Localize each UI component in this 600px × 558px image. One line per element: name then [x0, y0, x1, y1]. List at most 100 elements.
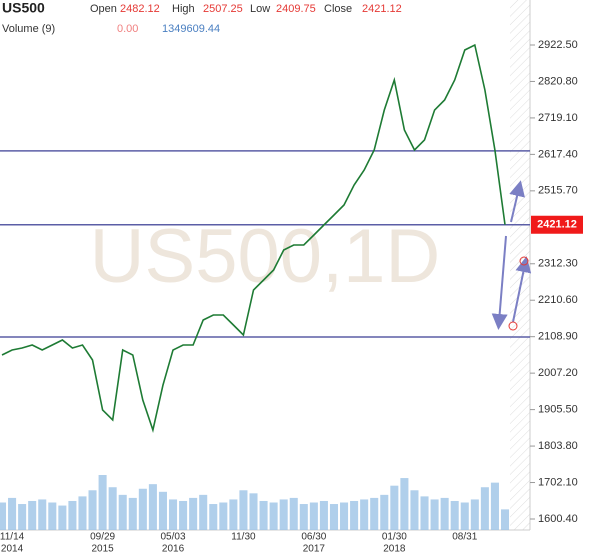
volume-bar: [48, 502, 57, 530]
volume-bar: [319, 500, 328, 530]
volume-bar: [500, 509, 510, 530]
volume-bar: [28, 500, 37, 530]
volume-bar: [350, 500, 359, 530]
volume-bar: [400, 478, 409, 530]
volume-bar: [279, 499, 288, 530]
last-price-label: 2421.12: [537, 219, 577, 231]
volume-bar: [98, 475, 107, 530]
volume-bar: [269, 502, 278, 530]
volume-bar: [148, 484, 157, 530]
x-tick-label: 06/30: [301, 532, 326, 543]
volume-bar: [219, 502, 228, 530]
label: Open: [90, 3, 117, 15]
x-tick-label: 01/30: [382, 532, 407, 543]
volume-bar: [450, 500, 459, 530]
x-tick-year: 2014: [1, 544, 24, 555]
volume-bar: [430, 499, 439, 530]
y-tick-label: 2210.60: [538, 294, 578, 306]
volume-bar: [8, 497, 17, 530]
volume-bar: [88, 490, 97, 530]
y-tick-label: 2617.40: [538, 148, 578, 160]
y-tick-label: 1905.50: [538, 404, 578, 416]
marker-circle: [508, 321, 518, 331]
x-tick-label: 09/29: [90, 532, 115, 543]
volume-bar: [390, 485, 399, 530]
volume-bar: [470, 499, 479, 530]
volume-bar: [189, 497, 198, 530]
value: 2421.12: [362, 3, 402, 15]
label: Low: [250, 3, 270, 15]
volume-bar: [38, 499, 47, 530]
volume-bar: [309, 502, 318, 530]
x-tick-label: 11/30: [231, 532, 256, 543]
volume-bar: [289, 497, 298, 530]
y-tick-label: 2922.50: [538, 39, 578, 51]
x-tick-year: 2016: [162, 544, 185, 555]
volume-bar: [168, 499, 178, 530]
x-tick-label: 11/14: [0, 532, 25, 543]
symbol: US500: [2, 0, 45, 16]
volume-bar: [108, 487, 117, 530]
volume-bar: [138, 488, 147, 530]
volume-bar: [118, 494, 127, 530]
volume-bar: [239, 490, 248, 530]
volume-bar: [329, 504, 339, 530]
volume-bar: [370, 497, 379, 530]
volume-bar: [420, 496, 429, 530]
y-tick-label: 1600.40: [538, 513, 578, 525]
volume-bar: [128, 497, 137, 530]
volume-bar: [480, 487, 489, 530]
volume-bar: [259, 500, 268, 530]
label: High: [172, 3, 195, 15]
y-tick-label: 2312.30: [538, 258, 578, 270]
header: US500 Open 2482.12 High 2507.25 Low 2409…: [2, 0, 402, 35]
volume-label: Volume (9): [2, 23, 55, 35]
arrow: [512, 256, 532, 323]
y-tick-label: 2007.20: [538, 367, 578, 379]
volume-bar: [0, 502, 7, 530]
volume-bar: [410, 490, 419, 530]
volume-bar: [299, 504, 308, 530]
volume-bar: [229, 499, 238, 530]
x-tick-year: 2018: [383, 544, 406, 555]
plot: 1600.40 1702.10 1803.80 1905.50 2007.20 2108.…: [0, 39, 583, 555]
marker-circle: [519, 256, 529, 266]
volume-bar: [58, 505, 67, 530]
volume-bar: [460, 502, 469, 530]
label: Close: [324, 3, 352, 15]
volume-bar: [440, 497, 449, 530]
y-tick-label: 2820.80: [538, 75, 578, 87]
x-tick-label: 05/03: [161, 532, 186, 543]
volume-bar: [380, 494, 389, 530]
watermark: US500,1D: [90, 214, 441, 299]
y-tick-label: 1702.10: [538, 476, 578, 488]
y-tick-label: 2719.10: [538, 112, 578, 124]
arrow: [509, 180, 525, 223]
future-area: [510, 0, 530, 530]
volume-bar: [490, 482, 499, 530]
volume-bar: [199, 494, 208, 530]
x-tick-year: 2017: [303, 544, 326, 555]
value: 0.00: [117, 23, 138, 35]
y-tick-label: 1803.80: [538, 440, 578, 452]
volume-bar: [158, 491, 167, 530]
x-tick-year: 2015: [91, 544, 114, 555]
last-price-box: [531, 215, 583, 234]
volume-bar: [179, 500, 188, 530]
volume-bar: [78, 496, 87, 530]
y-tick-label: 2515.70: [538, 185, 578, 197]
value: 2482.12: [120, 3, 160, 15]
arrow: [491, 235, 508, 330]
y-tick-label: 2108.90: [538, 331, 578, 343]
value: 1349609.44: [162, 23, 220, 35]
value: 2507.25: [203, 3, 243, 15]
price-line: [1, 43, 506, 433]
volume-bar: [360, 499, 369, 530]
x-tick-label: 08/31: [452, 532, 477, 543]
volume-bar: [18, 504, 27, 530]
volume-bar: [340, 502, 349, 530]
volume-bar: [68, 500, 77, 530]
volume-bar: [209, 504, 218, 530]
